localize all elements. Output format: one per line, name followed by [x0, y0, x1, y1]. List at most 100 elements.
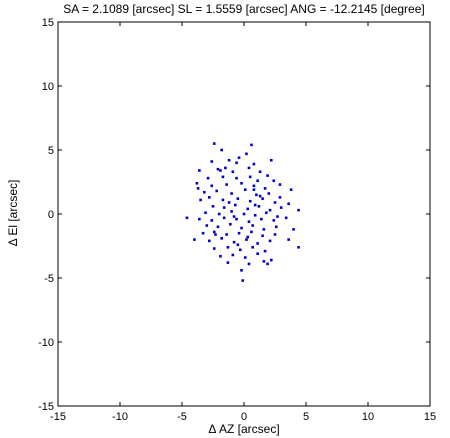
data-point	[235, 217, 238, 221]
data-point	[263, 187, 267, 190]
data-point	[206, 176, 210, 180]
data-point	[297, 208, 300, 212]
data-point	[273, 233, 277, 236]
data-point	[221, 175, 225, 179]
data-point	[211, 205, 215, 208]
data-point	[245, 152, 248, 156]
data-point	[278, 196, 282, 199]
data-point	[256, 252, 259, 255]
data-points	[185, 142, 300, 282]
data-point	[258, 170, 262, 174]
data-point	[219, 254, 222, 258]
data-point	[297, 245, 300, 249]
data-point	[240, 269, 243, 272]
data-point	[279, 206, 283, 209]
data-point	[269, 258, 273, 262]
data-point	[263, 249, 267, 253]
data-point	[212, 142, 216, 145]
data-point	[261, 234, 264, 238]
data-point	[284, 216, 288, 220]
data-point	[230, 192, 233, 195]
data-point	[212, 247, 216, 250]
data-point	[234, 203, 237, 207]
y-tick-label: 5	[48, 145, 54, 157]
data-point	[201, 231, 205, 235]
data-point	[262, 228, 266, 231]
data-point	[248, 199, 252, 203]
data-point	[243, 256, 247, 259]
data-point	[253, 203, 257, 207]
data-point	[243, 188, 247, 191]
data-point	[242, 212, 246, 216]
data-point	[217, 212, 221, 216]
data-point	[196, 187, 200, 190]
x-tick-label: -15	[50, 411, 66, 423]
x-tick-label: -10	[112, 411, 128, 423]
data-point	[245, 238, 248, 241]
data-point	[210, 219, 214, 222]
data-point	[272, 219, 276, 222]
data-point	[252, 188, 256, 191]
data-point	[252, 184, 256, 188]
data-point	[237, 231, 241, 235]
data-point	[258, 194, 262, 198]
data-point	[225, 183, 228, 186]
y-tick-label: -15	[38, 401, 54, 413]
data-point	[220, 237, 223, 240]
data-point	[198, 169, 201, 172]
data-point	[193, 238, 196, 241]
data-point	[252, 162, 256, 166]
data-point	[253, 213, 257, 217]
data-point	[269, 158, 273, 162]
data-point	[219, 169, 222, 172]
data-point	[210, 160, 214, 163]
y-tick-label: 0	[48, 209, 54, 221]
data-point	[287, 202, 290, 206]
data-point	[199, 198, 202, 202]
axis-ticks: -15 -10 -5 0 5 10 15 -15 -10 -5 0 5 10 15	[38, 17, 436, 423]
data-point	[227, 158, 231, 162]
data-point	[240, 181, 243, 185]
data-point	[262, 260, 266, 263]
data-point	[246, 235, 250, 239]
data-point	[268, 208, 272, 212]
data-point	[230, 210, 233, 213]
data-point	[227, 201, 231, 204]
data-point	[257, 205, 261, 208]
data-point	[221, 198, 225, 202]
data-point	[247, 262, 251, 266]
data-point	[212, 230, 216, 234]
data-point	[205, 224, 209, 227]
data-point	[225, 233, 228, 236]
data-point	[251, 224, 254, 227]
data-point	[248, 175, 252, 179]
y-tick-label: -5	[44, 273, 54, 285]
data-point	[204, 211, 207, 215]
y-tick-label: -10	[38, 337, 54, 349]
data-point	[226, 245, 230, 249]
data-point	[185, 216, 189, 220]
data-point	[224, 166, 227, 170]
data-point	[210, 184, 214, 188]
data-point	[246, 207, 250, 211]
data-point	[232, 240, 236, 244]
data-point	[274, 225, 278, 229]
data-point	[247, 166, 251, 170]
data-point	[207, 239, 211, 243]
data-point	[215, 189, 219, 193]
data-point	[247, 220, 251, 223]
data-point	[216, 225, 220, 229]
data-point	[240, 226, 243, 230]
data-point	[267, 192, 271, 195]
data-point	[287, 238, 290, 241]
data-point	[235, 176, 238, 180]
chart-title: SA = 2.1089 [arcsec] SL = 1.5559 [arcsec…	[63, 2, 424, 16]
data-point	[255, 193, 258, 197]
data-point	[278, 183, 282, 186]
data-point	[289, 188, 293, 191]
data-point	[266, 174, 269, 177]
data-point	[229, 222, 232, 226]
x-axis-label: Δ AZ [arcsec]	[208, 422, 279, 436]
y-tick-label: 15	[42, 17, 54, 29]
data-point	[250, 230, 253, 234]
